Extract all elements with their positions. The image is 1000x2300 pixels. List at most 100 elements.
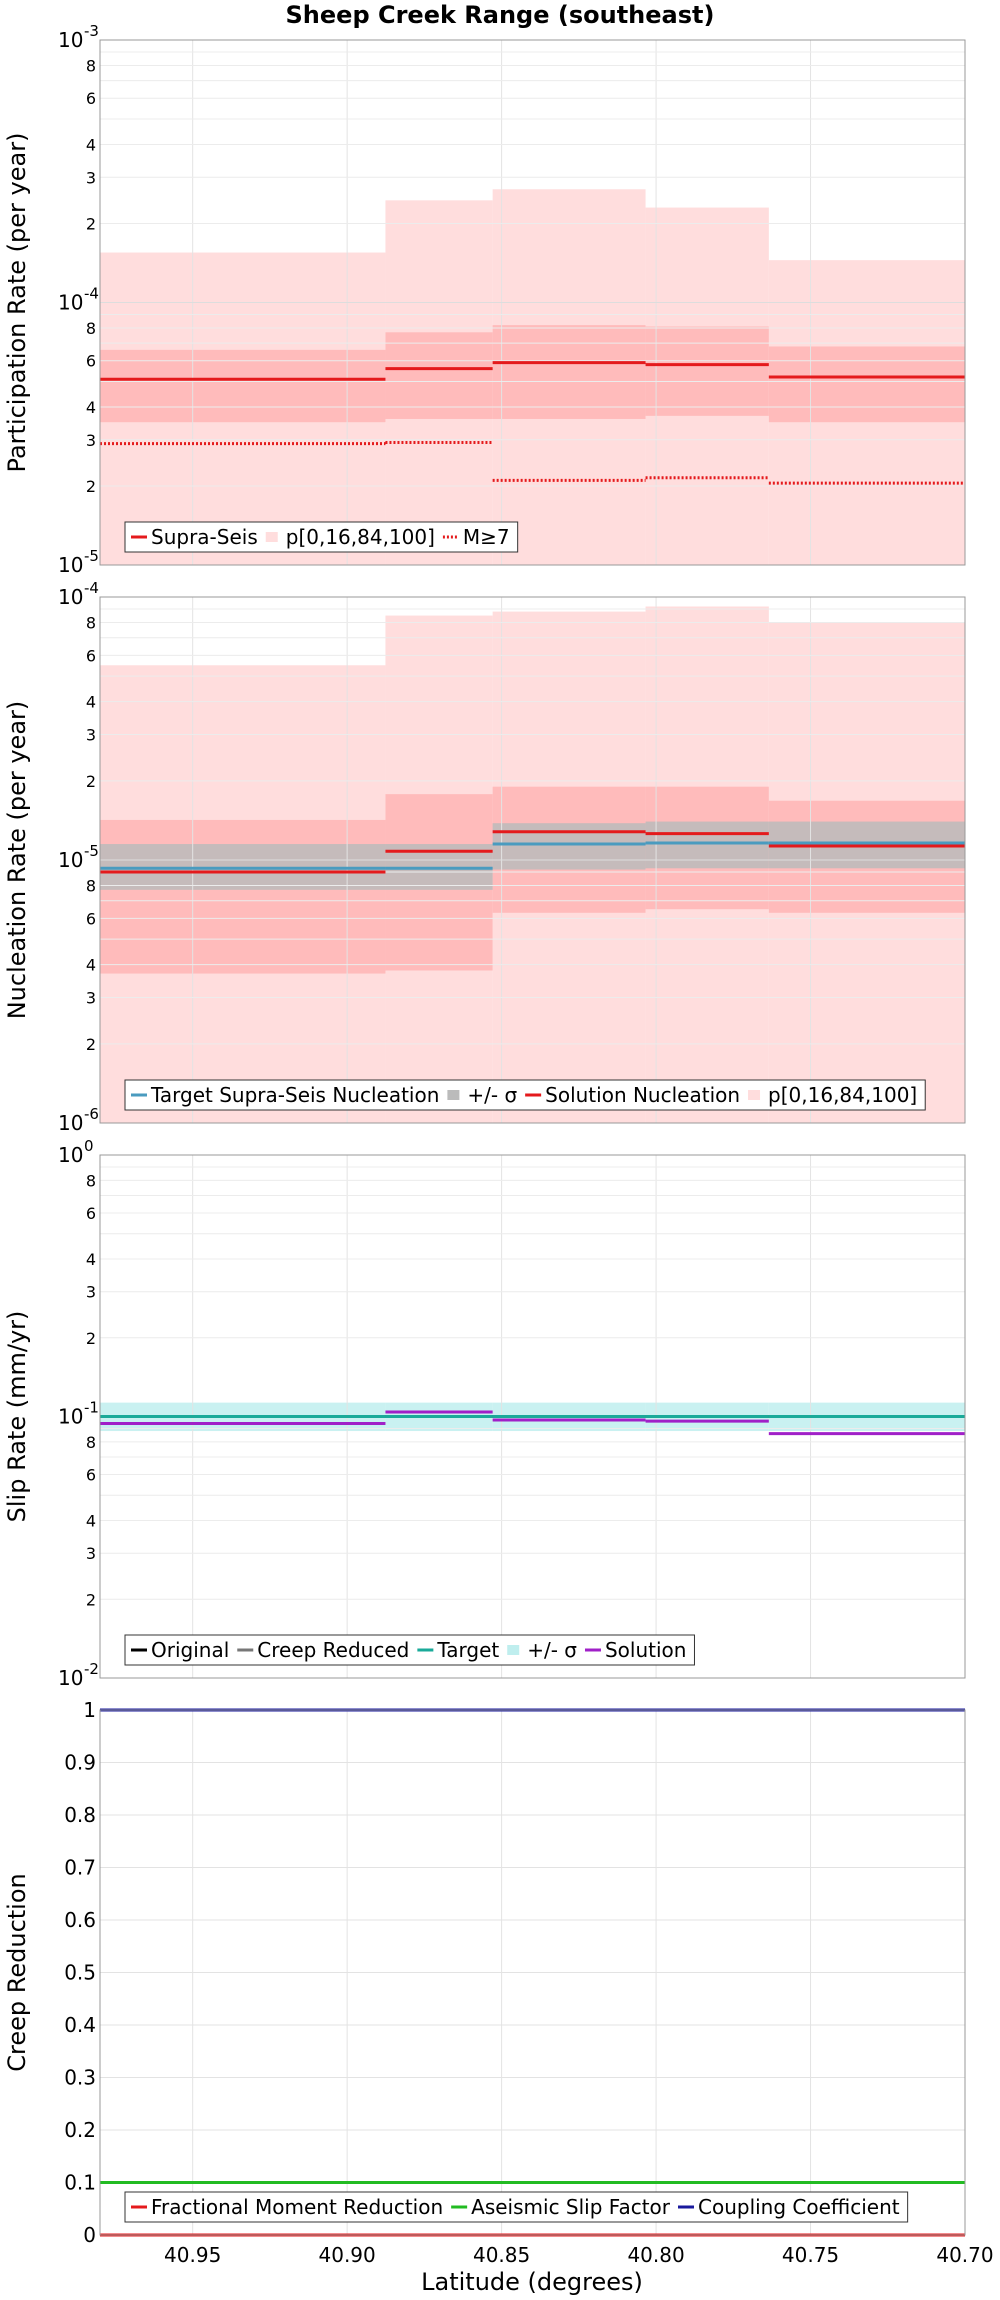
legend-label: p[0,16,84,100] xyxy=(768,1083,917,1107)
legend-label: Solution xyxy=(605,1638,686,1662)
y-minor-tick-label: 2 xyxy=(86,1035,96,1054)
x-tick-label: 40.85 xyxy=(473,2243,530,2267)
y-minor-tick-label: 6 xyxy=(86,1466,96,1485)
legend-label: Aseismic Slip Factor xyxy=(471,2195,671,2219)
y-minor-tick-label: 2 xyxy=(86,1590,96,1609)
y-minor-tick-label: 4 xyxy=(86,1512,96,1531)
y-tick-label: 0.3 xyxy=(64,2066,96,2090)
x-tick-label: 40.75 xyxy=(782,2243,839,2267)
y-minor-tick-label: 3 xyxy=(86,1544,96,1563)
y-minor-tick-label: 4 xyxy=(86,1250,96,1269)
y-tick-exponent: -5 xyxy=(84,842,99,860)
y-minor-tick-label: 6 xyxy=(86,89,96,108)
y-minor-tick-label: 2 xyxy=(86,1329,96,1348)
legend-label: Solution Nucleation xyxy=(545,1083,740,1107)
y-minor-tick-label: 3 xyxy=(86,168,96,187)
y-minor-tick-label: 6 xyxy=(86,909,96,928)
chart-title: Sheep Creek Range (southeast) xyxy=(286,1,715,29)
y-tick-label: 1 xyxy=(83,1698,96,1722)
plot-frame xyxy=(99,39,966,566)
y-minor-tick-label: 3 xyxy=(86,431,96,450)
y-tick-label: 0.5 xyxy=(64,1961,96,1985)
band-rect xyxy=(645,326,769,416)
y-minor-tick-label: 2 xyxy=(86,214,96,233)
plot-frame xyxy=(99,1709,966,2236)
y-tick-label: 10 xyxy=(58,291,83,315)
y-minor-tick-label: 6 xyxy=(86,646,96,665)
y-minor-tick-label: 6 xyxy=(86,352,96,371)
y-tick-label: 10 xyxy=(58,28,83,52)
y-minor-tick-label: 4 xyxy=(86,135,96,154)
y-minor-tick-label: 8 xyxy=(86,1433,96,1452)
legend-box xyxy=(124,2191,909,2223)
legend-swatch xyxy=(265,532,278,542)
plot-frame xyxy=(99,596,966,1124)
x-axis-label: Latitude (degrees) xyxy=(421,2268,643,2296)
y-tick-label: 10 xyxy=(58,1111,83,1135)
y-axis-label: Participation Rate (per year) xyxy=(3,133,31,473)
y-tick-exponent: -6 xyxy=(84,1105,99,1123)
legend-label: Coupling Coefficient xyxy=(698,2195,900,2219)
legend-label: +/- σ xyxy=(527,1638,577,1662)
legend-swatch xyxy=(507,1645,520,1655)
y-axis-label: Creep Reduction xyxy=(3,1873,31,2071)
y-minor-tick-label: 8 xyxy=(86,1171,96,1190)
legend-box xyxy=(124,1079,926,1111)
y-tick-label: 10 xyxy=(58,1405,83,1429)
y-tick-exponent: 0 xyxy=(84,1137,94,1155)
legend: Original Creep Reduced Target +/- σ Solution xyxy=(124,1634,695,1666)
y-tick-label: 0.7 xyxy=(64,1856,96,1880)
y-minor-tick-label: 4 xyxy=(86,956,96,975)
y-tick-label: 10 xyxy=(58,1143,83,1167)
band-rect xyxy=(492,325,646,419)
y-minor-tick-label: 8 xyxy=(86,876,96,895)
band-rect xyxy=(100,349,386,423)
legend-label: M≥7 xyxy=(463,525,510,549)
y-minor-tick-label: 2 xyxy=(86,477,96,496)
y-axis-label: Nucleation Rate (per year) xyxy=(3,701,31,1020)
y-minor-tick-label: 4 xyxy=(86,693,96,712)
y-minor-tick-label: 8 xyxy=(86,613,96,632)
legend-label: Creep Reduced xyxy=(257,1638,409,1662)
y-tick-label: 0.2 xyxy=(64,2118,96,2142)
band-rect xyxy=(385,332,493,419)
band-rect xyxy=(645,821,769,869)
y-tick-label: 0.4 xyxy=(64,2013,96,2037)
y-tick-label: 0.1 xyxy=(64,2171,96,2195)
legend-swatch xyxy=(748,1090,761,1100)
y-tick-exponent: -5 xyxy=(84,547,99,565)
x-tick-label: 40.70 xyxy=(936,2243,993,2267)
x-tick-label: 40.90 xyxy=(319,2243,376,2267)
band-rect xyxy=(492,823,646,870)
y-tick-label: 0.8 xyxy=(64,1803,96,1827)
y-minor-tick-label: 2 xyxy=(86,772,96,791)
y-tick-label: 10 xyxy=(58,553,83,577)
legend-label: Target xyxy=(436,1638,499,1662)
panel-creep: 0 0.1 0.2 0.3 0.4 0.5 0.6 0.7 0.8 0.9 1 Creep Reduc… xyxy=(3,1698,994,2267)
y-tick-exponent: -3 xyxy=(84,22,99,40)
x-tick-label: 40.95 xyxy=(164,2243,221,2267)
legend: Supra-Seis p[0,16,84,100] M≥7 xyxy=(124,521,519,553)
legend-swatch xyxy=(447,1090,460,1100)
legend-label: +/- σ xyxy=(467,1083,517,1107)
y-minor-tick-label: 3 xyxy=(86,989,96,1008)
legend: Fractional Moment Reduction Aseismic Slip… xyxy=(124,2191,909,2223)
x-tick-label: 40.80 xyxy=(627,2243,684,2267)
legend-label: p[0,16,84,100] xyxy=(286,525,435,549)
y-tick-exponent: -2 xyxy=(84,1660,99,1678)
legend: Target Supra-Seis Nucleation +/- σ Solutio… xyxy=(124,1079,926,1111)
plot-frame xyxy=(99,1154,966,1679)
y-tick-label: 0.9 xyxy=(64,1751,96,1775)
band-rect xyxy=(100,819,386,974)
y-minor-tick-label: 3 xyxy=(86,726,96,745)
y-minor-tick-label: 6 xyxy=(86,1204,96,1223)
legend-label: Target Supra-Seis Nucleation xyxy=(150,1083,439,1107)
y-tick-exponent: -4 xyxy=(84,285,99,303)
y-minor-tick-label: 8 xyxy=(86,56,96,75)
band-rect xyxy=(768,346,965,423)
y-tick-label: 10 xyxy=(58,848,83,872)
